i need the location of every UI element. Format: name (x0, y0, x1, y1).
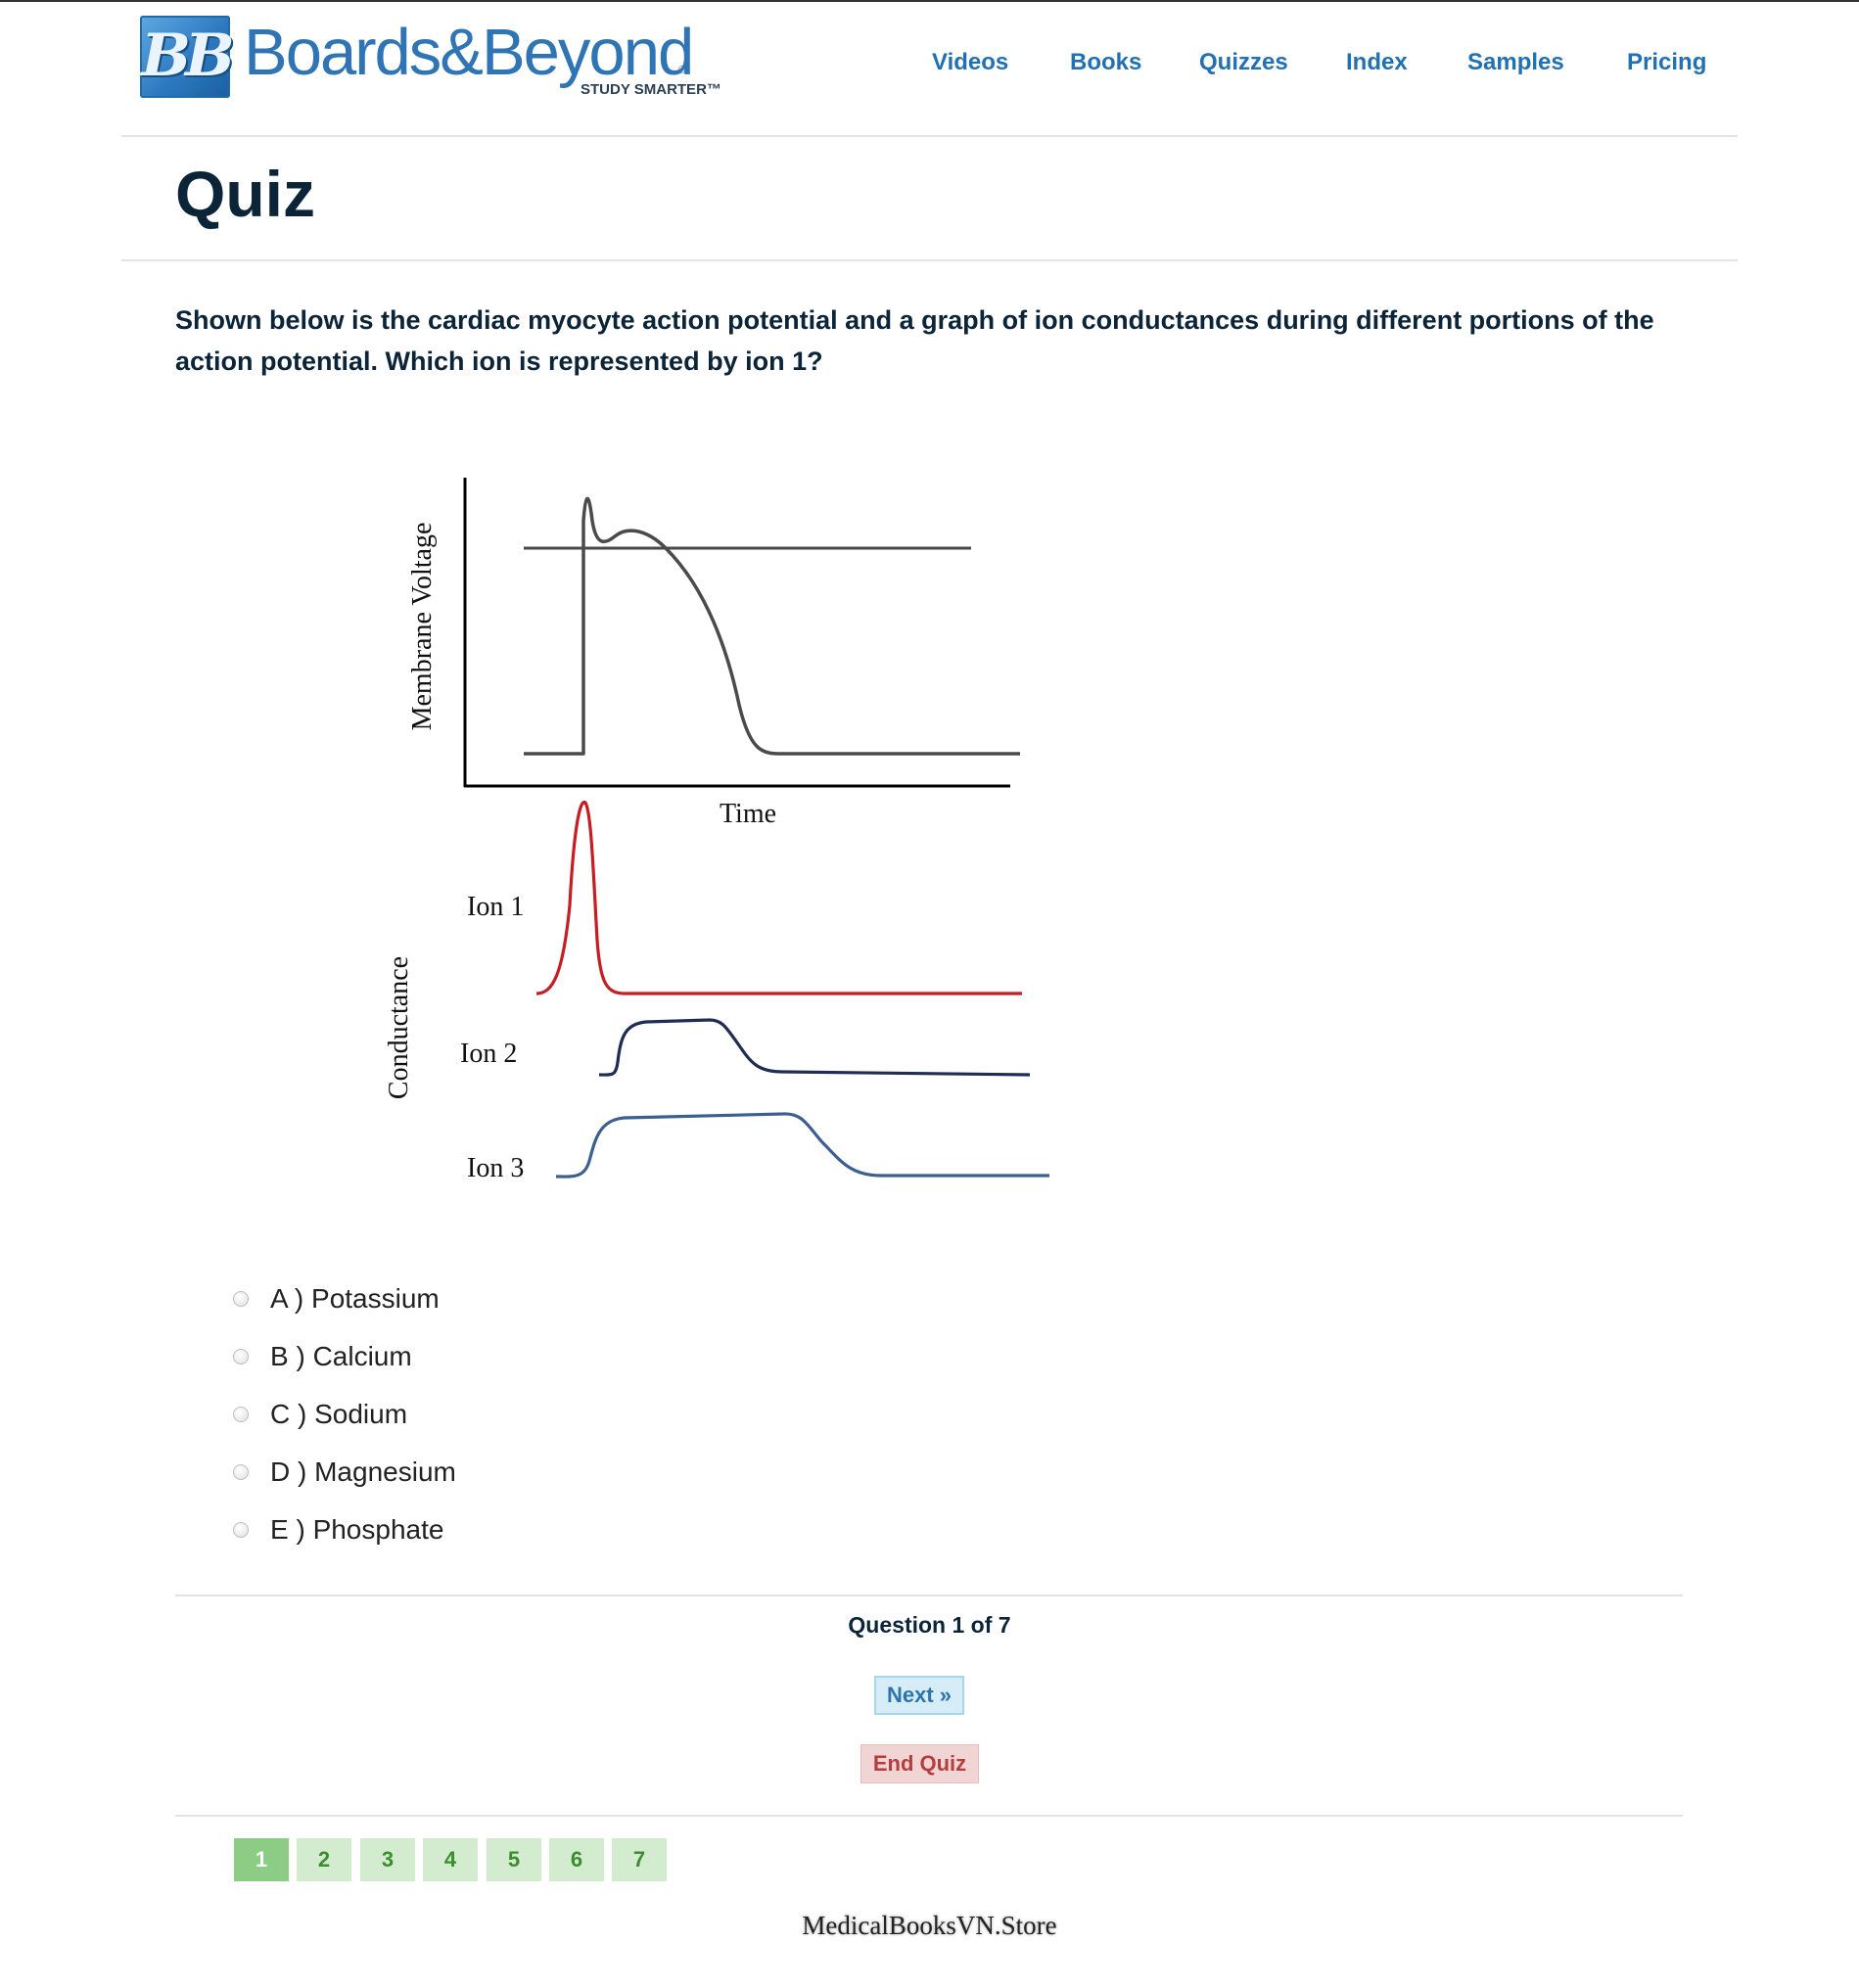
end-quiz-button[interactable]: End Quiz (860, 1744, 979, 1783)
watermark: MedicalBooksVN.Store (802, 1911, 1057, 1940)
answer-options: A ) Potassium B ) Calcium C ) Sodium D )… (231, 1272, 818, 1561)
option-e-label[interactable]: E ) Phosphate (270, 1514, 444, 1545)
page-title: Quiz (175, 158, 315, 230)
option-e-radio[interactable] (233, 1522, 249, 1538)
option-d[interactable]: D ) Magnesium (231, 1446, 818, 1503)
title-row: Quiz (121, 137, 1738, 261)
ion-1-label: Ion 1 (467, 892, 524, 922)
time-label: Time (720, 799, 776, 829)
option-e[interactable]: E ) Phosphate (231, 1503, 818, 1561)
page-button[interactable]: 4 (423, 1838, 478, 1881)
voltage-trace (524, 496, 1020, 756)
divider-top (175, 1595, 1683, 1596)
ion-3-trace (555, 1112, 1049, 1179)
question-text: Shown below is the cardiac myocyte actio… (175, 305, 1654, 376)
page-button[interactable]: 5 (487, 1838, 541, 1881)
logo-wordmark: Boards&Beyond (244, 16, 694, 89)
option-b-label[interactable]: B ) Calcium (270, 1341, 412, 1371)
logo-monogram-icon: BB (140, 16, 235, 98)
option-a-radio[interactable] (233, 1291, 249, 1307)
option-c-label[interactable]: C ) Sodium (270, 1399, 408, 1429)
ion-2-trace (598, 1018, 1031, 1077)
registered-mark: ® (678, 65, 687, 76)
option-b[interactable]: B ) Calcium (231, 1330, 818, 1388)
nav-index[interactable]: Index (1346, 49, 1408, 75)
option-b-radio[interactable] (233, 1349, 249, 1364)
nav-books[interactable]: Books (1070, 49, 1142, 75)
ion-3-label: Ion 3 (467, 1153, 524, 1183)
page-button[interactable]: 7 (612, 1838, 667, 1881)
next-button[interactable]: Next » (874, 1676, 964, 1715)
nav-pricing[interactable]: Pricing (1627, 49, 1707, 75)
site-header: BB Boards&Beyond ® STUDY SMARTER™ Videos… (121, 0, 1738, 137)
option-a[interactable]: A ) Potassium (231, 1272, 818, 1330)
ion-2-label: Ion 2 (460, 1039, 517, 1069)
option-d-radio[interactable] (233, 1464, 249, 1480)
page-button[interactable]: 1 (234, 1838, 289, 1881)
page-button[interactable]: 2 (297, 1838, 351, 1881)
page-button[interactable]: 6 (549, 1838, 604, 1881)
option-a-label[interactable]: A ) Potassium (270, 1283, 440, 1314)
page-button[interactable]: 3 (360, 1838, 415, 1881)
option-c[interactable]: C ) Sodium (231, 1388, 818, 1446)
conductance-label: Conductance (384, 956, 414, 1099)
boards-beyond-logo[interactable]: BB Boards&Beyond ® STUDY SMARTER™ (140, 14, 721, 102)
top-border (0, 0, 1859, 2)
nav-videos[interactable]: Videos (932, 49, 1009, 75)
membrane-voltage-label: Membrane Voltage (407, 523, 438, 731)
action-potential-figure: Membrane Voltage Time Conductance Ion 1 … (372, 460, 1077, 1204)
figure-svg: Membrane Voltage Time Conductance Ion 1 … (384, 478, 1049, 1183)
question-counter: Question 1 of 7 (848, 1612, 1011, 1638)
nav-samples[interactable]: Samples (1467, 49, 1564, 75)
nav-quizzes[interactable]: Quizzes (1199, 49, 1288, 75)
option-d-label[interactable]: D ) Magnesium (270, 1456, 456, 1487)
ion-1-trace (535, 801, 1022, 995)
divider-bottom (175, 1815, 1683, 1817)
logo-tagline: STUDY SMARTER™ (581, 81, 721, 98)
option-c-radio[interactable] (233, 1407, 249, 1422)
